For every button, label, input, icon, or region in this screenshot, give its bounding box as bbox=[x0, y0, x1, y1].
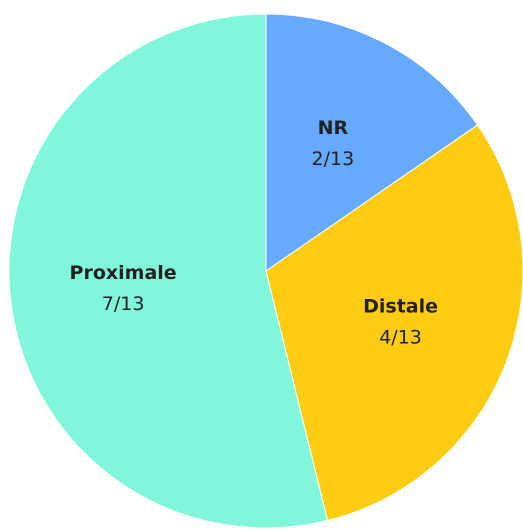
slice-value-label: 4/13 bbox=[379, 327, 422, 349]
slice-label: Distale bbox=[363, 296, 438, 318]
slice-value-label: 7/13 bbox=[102, 293, 145, 315]
pie-slice bbox=[265, 124, 523, 522]
slice-label: Proximale bbox=[70, 262, 177, 284]
pie-slice bbox=[265, 13, 479, 272]
slice-label: NR bbox=[318, 117, 349, 139]
slice-value-label: 2/13 bbox=[312, 148, 355, 170]
pie-slice bbox=[8, 13, 329, 529]
